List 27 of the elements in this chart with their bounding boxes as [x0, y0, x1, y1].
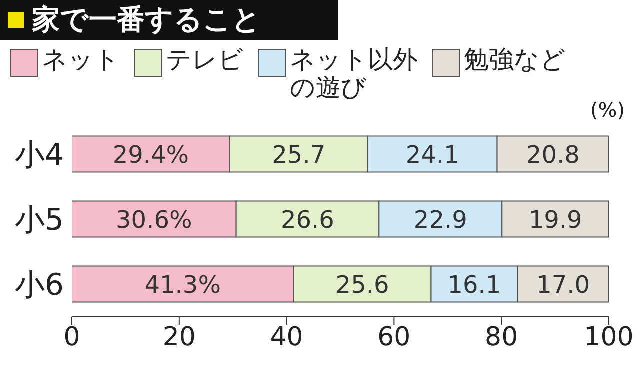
- data-label: 22.9: [414, 206, 468, 234]
- y-tick-label: 小6: [14, 268, 64, 304]
- x-tick-label: 60: [378, 322, 411, 352]
- data-label: 20.8: [526, 140, 580, 169]
- x-tick-label: 40: [270, 322, 304, 352]
- text: (%): [590, 98, 625, 122]
- x-tick-label: 100: [584, 322, 634, 352]
- data-label: 25.7: [272, 140, 326, 169]
- data-label: 26.6: [281, 206, 334, 234]
- y-tick-label: 小5: [14, 203, 64, 238]
- data-label: 16.1: [448, 270, 502, 299]
- x-tick-label: 80: [485, 322, 518, 352]
- data-label: 30.6%: [116, 206, 192, 234]
- x-tick-label: 20: [162, 322, 196, 352]
- data-label: 24.1: [406, 140, 460, 169]
- data-label: 41.3%: [144, 270, 222, 299]
- legend-label: テレビ: [166, 45, 244, 74]
- x-tick-label: 0: [64, 322, 80, 352]
- data-label: 19.9: [528, 206, 582, 234]
- legend-label: ネット以外の遊び: [290, 45, 418, 102]
- chart-title: 家で一番すること: [32, 2, 261, 38]
- legend-label: 勉強など: [464, 45, 566, 74]
- data-label: 17.0: [536, 270, 590, 299]
- data-label: 29.4%: [112, 140, 190, 169]
- data-label: 25.6: [336, 270, 390, 299]
- legend-label: ネット: [42, 45, 120, 74]
- y-tick-label: 小4: [14, 138, 64, 174]
